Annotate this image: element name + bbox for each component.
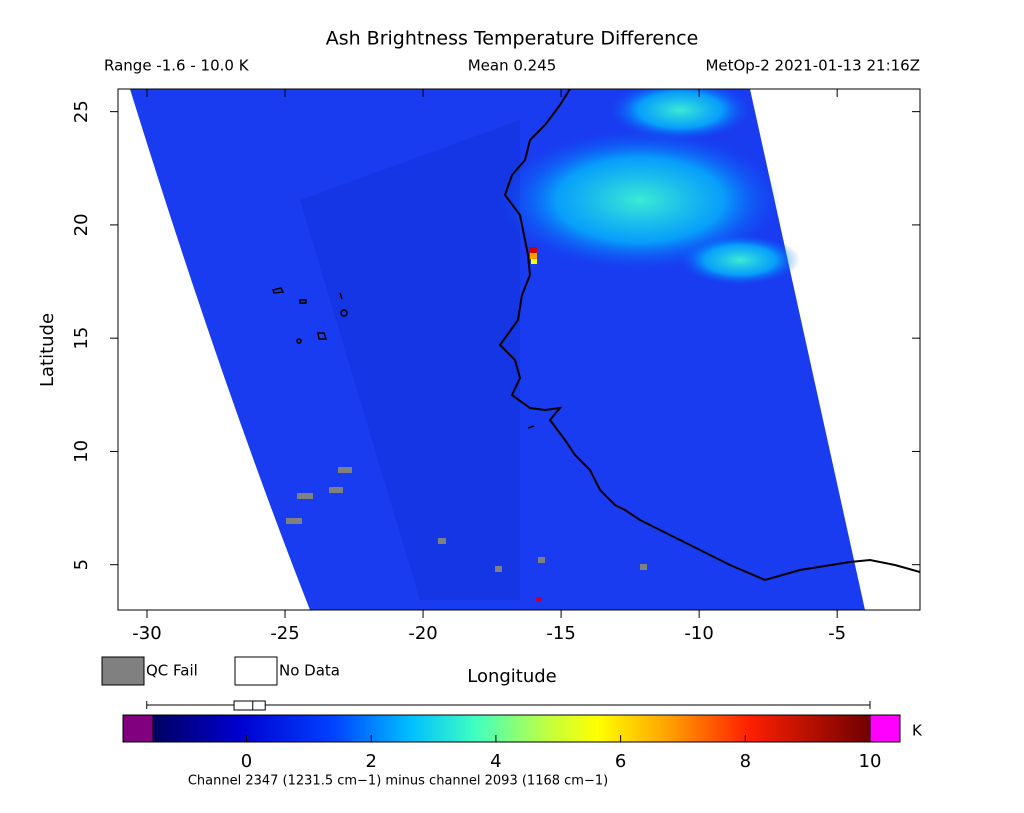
hot-pixel bbox=[530, 253, 537, 259]
y-axis-label: Latitude bbox=[37, 313, 58, 387]
legend-label: QC Fail bbox=[146, 662, 198, 680]
colorbar-tick-label: 4 bbox=[490, 751, 501, 772]
axes: -30 -25 -20 -15 -10 -5 5 10 15 20 25 bbox=[71, 89, 920, 644]
overflow-swatch bbox=[869, 714, 901, 743]
y-tick-label: 5 bbox=[71, 559, 92, 570]
x-tick-label: -20 bbox=[408, 623, 437, 644]
colorbar-unit: K bbox=[912, 722, 923, 740]
ash-plume bbox=[610, 89, 750, 140]
qc-fail-pixels bbox=[286, 467, 647, 572]
x-tick-label: -25 bbox=[270, 623, 299, 644]
x-tick-label: -15 bbox=[546, 623, 575, 644]
swath-shade bbox=[300, 120, 520, 600]
islands bbox=[272, 287, 535, 429]
legend-swatch bbox=[101, 656, 145, 686]
range-label: Range -1.6 - 10.0 K bbox=[104, 57, 250, 75]
plot-frame bbox=[117, 88, 921, 611]
y-tick-label: 20 bbox=[71, 213, 92, 236]
colorbar-caption: Channel 2347 (1231.5 cm−1) minus channel… bbox=[188, 774, 608, 789]
colorbar-gradient bbox=[152, 714, 871, 743]
legend-label: No Data bbox=[279, 662, 340, 680]
title: Ash Brightness Temperature Difference bbox=[326, 28, 699, 50]
x-axis-label: Longitude bbox=[467, 666, 557, 687]
colorbar-tick-label: 6 bbox=[615, 751, 626, 772]
x-tick-label: -30 bbox=[132, 623, 161, 644]
y-tick-label: 25 bbox=[71, 100, 92, 123]
colorbar-tick-label: 0 bbox=[241, 751, 252, 772]
y-tick-label: 10 bbox=[71, 440, 92, 463]
colorbar-tick-label: 2 bbox=[365, 751, 376, 772]
box-body bbox=[233, 700, 266, 711]
coastline bbox=[498, 89, 920, 582]
ash-plume bbox=[680, 235, 800, 285]
hot-pixel bbox=[529, 247, 537, 253]
x-tick-label: -5 bbox=[828, 623, 846, 644]
x-tick-label: -10 bbox=[684, 623, 713, 644]
legend-swatch bbox=[234, 656, 278, 686]
map-area bbox=[130, 89, 920, 610]
underflow-swatch bbox=[122, 714, 154, 743]
y-tick-label: 15 bbox=[71, 327, 92, 350]
source-label: MetOp-2 2021-01-13 21:16Z bbox=[705, 57, 920, 75]
ash-plume bbox=[500, 130, 780, 270]
hot-pixel bbox=[531, 259, 537, 264]
mean-label: Mean 0.245 bbox=[468, 57, 557, 75]
colorbar-tick-label: 8 bbox=[740, 751, 751, 772]
colorbar-tick-label: 10 bbox=[859, 751, 882, 772]
hot-pixel bbox=[536, 597, 542, 602]
legend: QC Fail No Data bbox=[101, 656, 340, 686]
colorbar: K Channel 2347 (1231.5 cm−1) minus chann… bbox=[122, 700, 923, 789]
